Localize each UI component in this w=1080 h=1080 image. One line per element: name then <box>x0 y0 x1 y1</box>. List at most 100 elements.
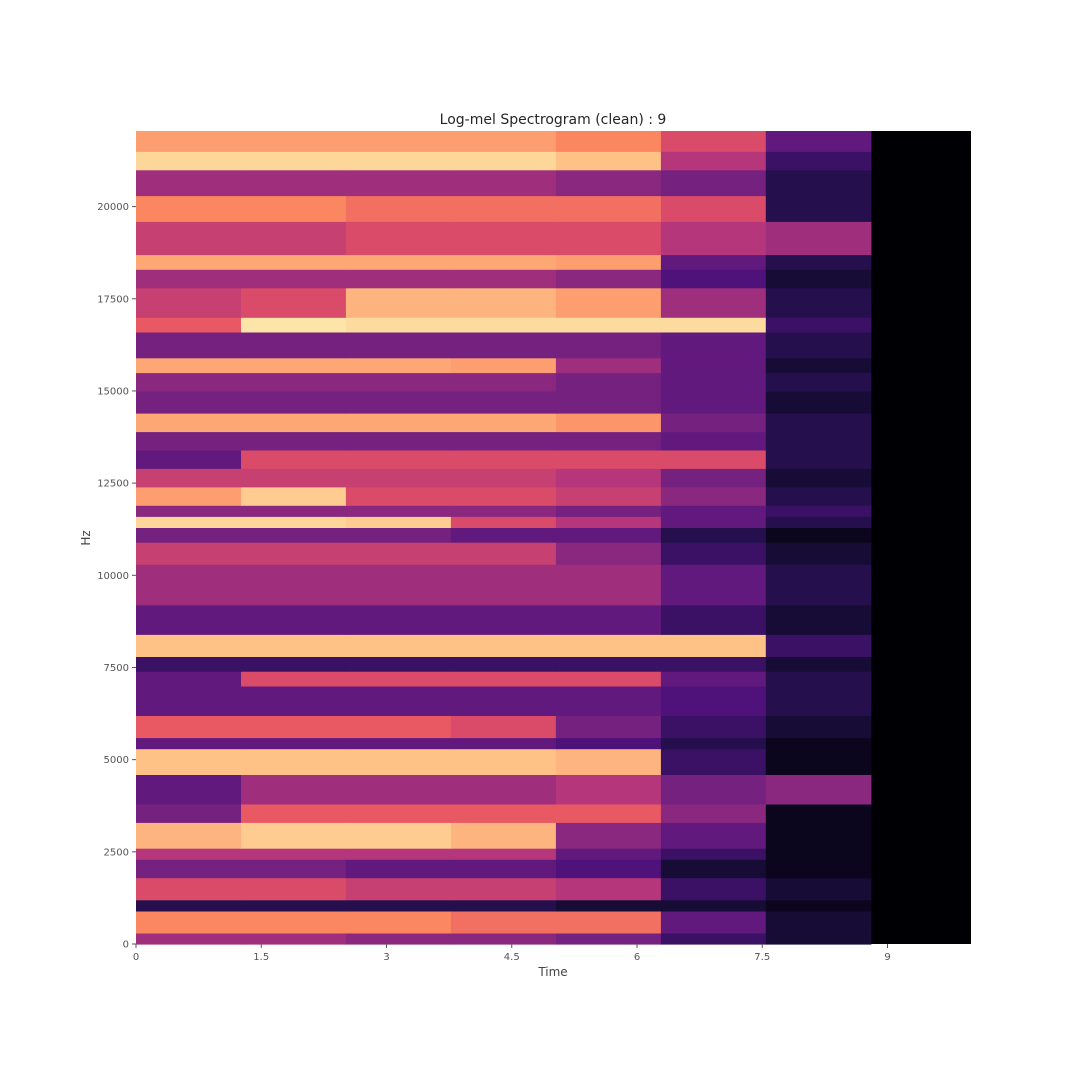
plot-area <box>136 131 971 945</box>
spectrogram-cell <box>660 413 767 433</box>
spectrogram-cell <box>555 195 662 222</box>
spectrogram-cell <box>450 195 557 222</box>
spectrogram-cell <box>136 486 242 506</box>
spectrogram-cell <box>136 317 242 333</box>
spectrogram-cell <box>765 656 872 672</box>
y-tick-label: 17500 <box>97 294 129 305</box>
spectrogram-cell <box>450 542 557 565</box>
spectrogram-cell <box>345 486 452 506</box>
spectrogram-cell <box>765 254 872 270</box>
spectrogram-cell <box>241 317 347 333</box>
spectrogram-cell <box>765 564 872 606</box>
spectrogram-cell <box>660 932 767 945</box>
spectrogram-cell <box>765 372 872 392</box>
x-tick-label: 6 <box>634 952 640 963</box>
spectrogram-cell <box>765 449 872 469</box>
spectrogram-cell <box>765 468 872 488</box>
spectrogram-cell <box>555 932 662 945</box>
x-tick-label: 7.5 <box>754 952 770 963</box>
spectrogram-cell <box>660 505 767 517</box>
spectrogram-cell <box>660 431 767 451</box>
spectrogram-cell <box>136 685 242 716</box>
spectrogram-cell <box>241 254 347 270</box>
spectrogram-cell <box>660 859 767 879</box>
spectrogram-cell <box>660 287 767 318</box>
spectrogram-cell <box>765 542 872 565</box>
y-tick-label: 10000 <box>97 571 129 582</box>
spectrogram-cell <box>765 486 872 506</box>
y-axis-label: Hz <box>79 530 93 545</box>
spectrogram-cell <box>555 737 662 750</box>
spectrogram-cell <box>241 486 347 506</box>
spectrogram-cell <box>241 269 347 289</box>
spectrogram-cell <box>660 254 767 270</box>
spectrogram-cell <box>765 131 872 152</box>
spectrogram-cell <box>450 131 557 152</box>
spectrogram-cell <box>765 527 872 543</box>
spectrogram-cell <box>136 848 242 860</box>
spectrogram-cell <box>241 685 347 716</box>
spectrogram-cell <box>450 748 557 775</box>
spectrogram-cell <box>241 131 347 152</box>
spectrogram-cell <box>136 899 242 912</box>
spectrogram-cell <box>660 910 767 934</box>
spectrogram-cell <box>241 564 347 606</box>
spectrogram-cell <box>450 331 557 359</box>
spectrogram-cell <box>136 357 242 374</box>
spectrogram-cell <box>765 431 872 451</box>
spectrogram-cell <box>345 859 452 879</box>
spectrogram-cell <box>660 715 767 739</box>
spectrogram-cell <box>136 634 242 657</box>
spectrogram-cell <box>660 604 767 635</box>
spectrogram-cell <box>555 671 662 687</box>
spectrogram-cell <box>345 604 452 635</box>
spectrogram-cell <box>450 269 557 289</box>
spectrogram-cell <box>345 287 452 318</box>
spectrogram-cell <box>660 449 767 469</box>
spectrogram-cell <box>450 859 557 879</box>
x-axis-label: Time <box>537 965 567 979</box>
spectrogram-cell <box>555 803 662 823</box>
spectrogram-cell <box>660 527 767 543</box>
spectrogram-cell <box>555 848 662 860</box>
spectrogram-cell <box>241 287 347 318</box>
spectrogram-cell <box>450 317 557 333</box>
spectrogram-cell <box>555 542 662 565</box>
spectrogram-cell <box>241 656 347 672</box>
spectrogram-cell <box>241 848 347 860</box>
spectrogram-cell <box>345 254 452 270</box>
spectrogram-cell <box>345 269 452 289</box>
spectrogram-cell <box>765 413 872 433</box>
spectrogram-cell <box>765 848 872 860</box>
spectrogram-cell <box>241 859 347 879</box>
spectrogram-cell <box>241 221 347 256</box>
spectrogram-cell <box>555 910 662 934</box>
spectrogram-cell <box>136 910 242 934</box>
spectrogram-cell <box>450 151 557 171</box>
spectrogram-cell <box>555 390 662 414</box>
spectrogram-cell <box>241 505 347 517</box>
spectrogram-cell <box>241 195 347 222</box>
spectrogram-cell <box>450 685 557 716</box>
spectrogram-cell <box>450 372 557 392</box>
spectrogram-cell <box>765 877 872 901</box>
spectrogram-cell <box>345 822 452 849</box>
spectrogram-cell <box>660 269 767 289</box>
y-axis: 0 2500 5000 7500 10000 12500 15000 17500 20000 <box>97 202 136 951</box>
spectrogram-cell <box>450 634 557 657</box>
spectrogram-cell <box>765 269 872 289</box>
spectrogram-cell <box>241 527 347 543</box>
spectrogram-cell <box>345 542 452 565</box>
spectrogram-cell <box>345 803 452 823</box>
spectrogram-cell <box>136 505 242 517</box>
y-tick-label: 0 <box>123 940 129 951</box>
spectrogram-cell <box>765 748 872 775</box>
spectrogram-cell <box>660 564 767 606</box>
spectrogram-cell <box>136 468 242 488</box>
spectrogram-cell <box>345 848 452 860</box>
spectrogram-cell <box>136 413 242 433</box>
spectrogram-cell <box>136 737 242 750</box>
spectrogram-cell <box>345 195 452 222</box>
spectrogram-cell <box>136 715 242 739</box>
spectrogram-cell <box>241 774 347 805</box>
